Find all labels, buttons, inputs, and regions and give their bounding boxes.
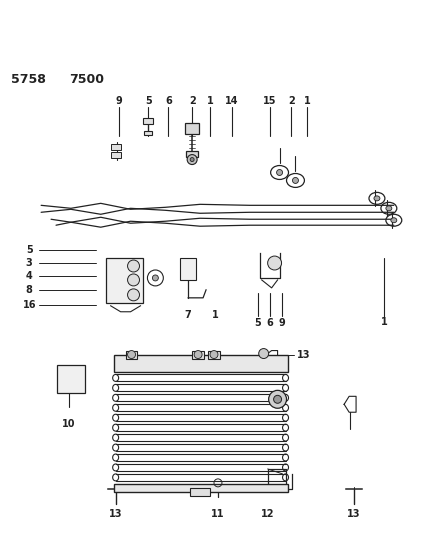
Ellipse shape xyxy=(374,196,380,201)
Circle shape xyxy=(187,155,197,165)
Ellipse shape xyxy=(386,206,392,211)
Bar xyxy=(208,351,220,359)
Ellipse shape xyxy=(292,177,298,183)
Text: 11: 11 xyxy=(211,508,225,519)
Ellipse shape xyxy=(276,169,282,175)
Text: 13: 13 xyxy=(348,508,361,519)
Bar xyxy=(111,151,121,158)
Text: 14: 14 xyxy=(225,96,239,106)
Bar xyxy=(180,258,196,280)
Text: 5: 5 xyxy=(26,245,33,255)
Circle shape xyxy=(259,349,269,359)
Text: 1: 1 xyxy=(211,310,218,320)
Bar xyxy=(111,144,121,150)
Text: 7500: 7500 xyxy=(69,73,104,86)
Text: 16: 16 xyxy=(22,300,36,310)
Bar xyxy=(145,131,152,135)
Bar xyxy=(143,118,153,124)
Text: 5758: 5758 xyxy=(11,73,46,86)
Text: 2: 2 xyxy=(189,96,196,106)
Text: 1: 1 xyxy=(207,96,214,106)
Text: 6: 6 xyxy=(165,96,172,106)
Text: 5: 5 xyxy=(254,318,261,328)
Bar xyxy=(114,354,288,373)
Text: 13: 13 xyxy=(297,350,310,360)
Text: 2: 2 xyxy=(288,96,295,106)
Text: 15: 15 xyxy=(263,96,276,106)
Circle shape xyxy=(128,260,140,272)
Text: 9: 9 xyxy=(278,318,285,328)
Bar xyxy=(186,151,198,157)
Circle shape xyxy=(210,351,218,359)
Circle shape xyxy=(268,256,282,270)
Circle shape xyxy=(152,275,158,281)
Text: 10: 10 xyxy=(62,419,76,429)
Text: 8: 8 xyxy=(26,285,33,295)
Bar xyxy=(125,351,137,359)
Circle shape xyxy=(273,395,282,403)
Text: 3: 3 xyxy=(26,258,33,268)
Circle shape xyxy=(128,289,140,301)
Circle shape xyxy=(190,158,194,161)
Circle shape xyxy=(128,351,136,359)
Circle shape xyxy=(128,274,140,286)
Text: 9: 9 xyxy=(115,96,122,106)
Bar xyxy=(185,123,199,134)
Circle shape xyxy=(194,351,202,359)
Bar xyxy=(114,484,288,492)
Text: 7: 7 xyxy=(185,310,192,320)
Text: 1: 1 xyxy=(380,317,387,327)
Ellipse shape xyxy=(391,218,397,223)
Text: 13: 13 xyxy=(109,508,122,519)
Circle shape xyxy=(269,390,286,408)
Text: 4: 4 xyxy=(26,271,33,281)
Text: 6: 6 xyxy=(266,318,273,328)
Text: 12: 12 xyxy=(261,508,274,519)
Bar xyxy=(190,488,210,496)
Bar xyxy=(106,258,143,303)
Bar xyxy=(192,351,204,359)
Text: 1: 1 xyxy=(304,96,311,106)
Text: 5: 5 xyxy=(145,96,152,106)
Bar xyxy=(57,366,85,393)
